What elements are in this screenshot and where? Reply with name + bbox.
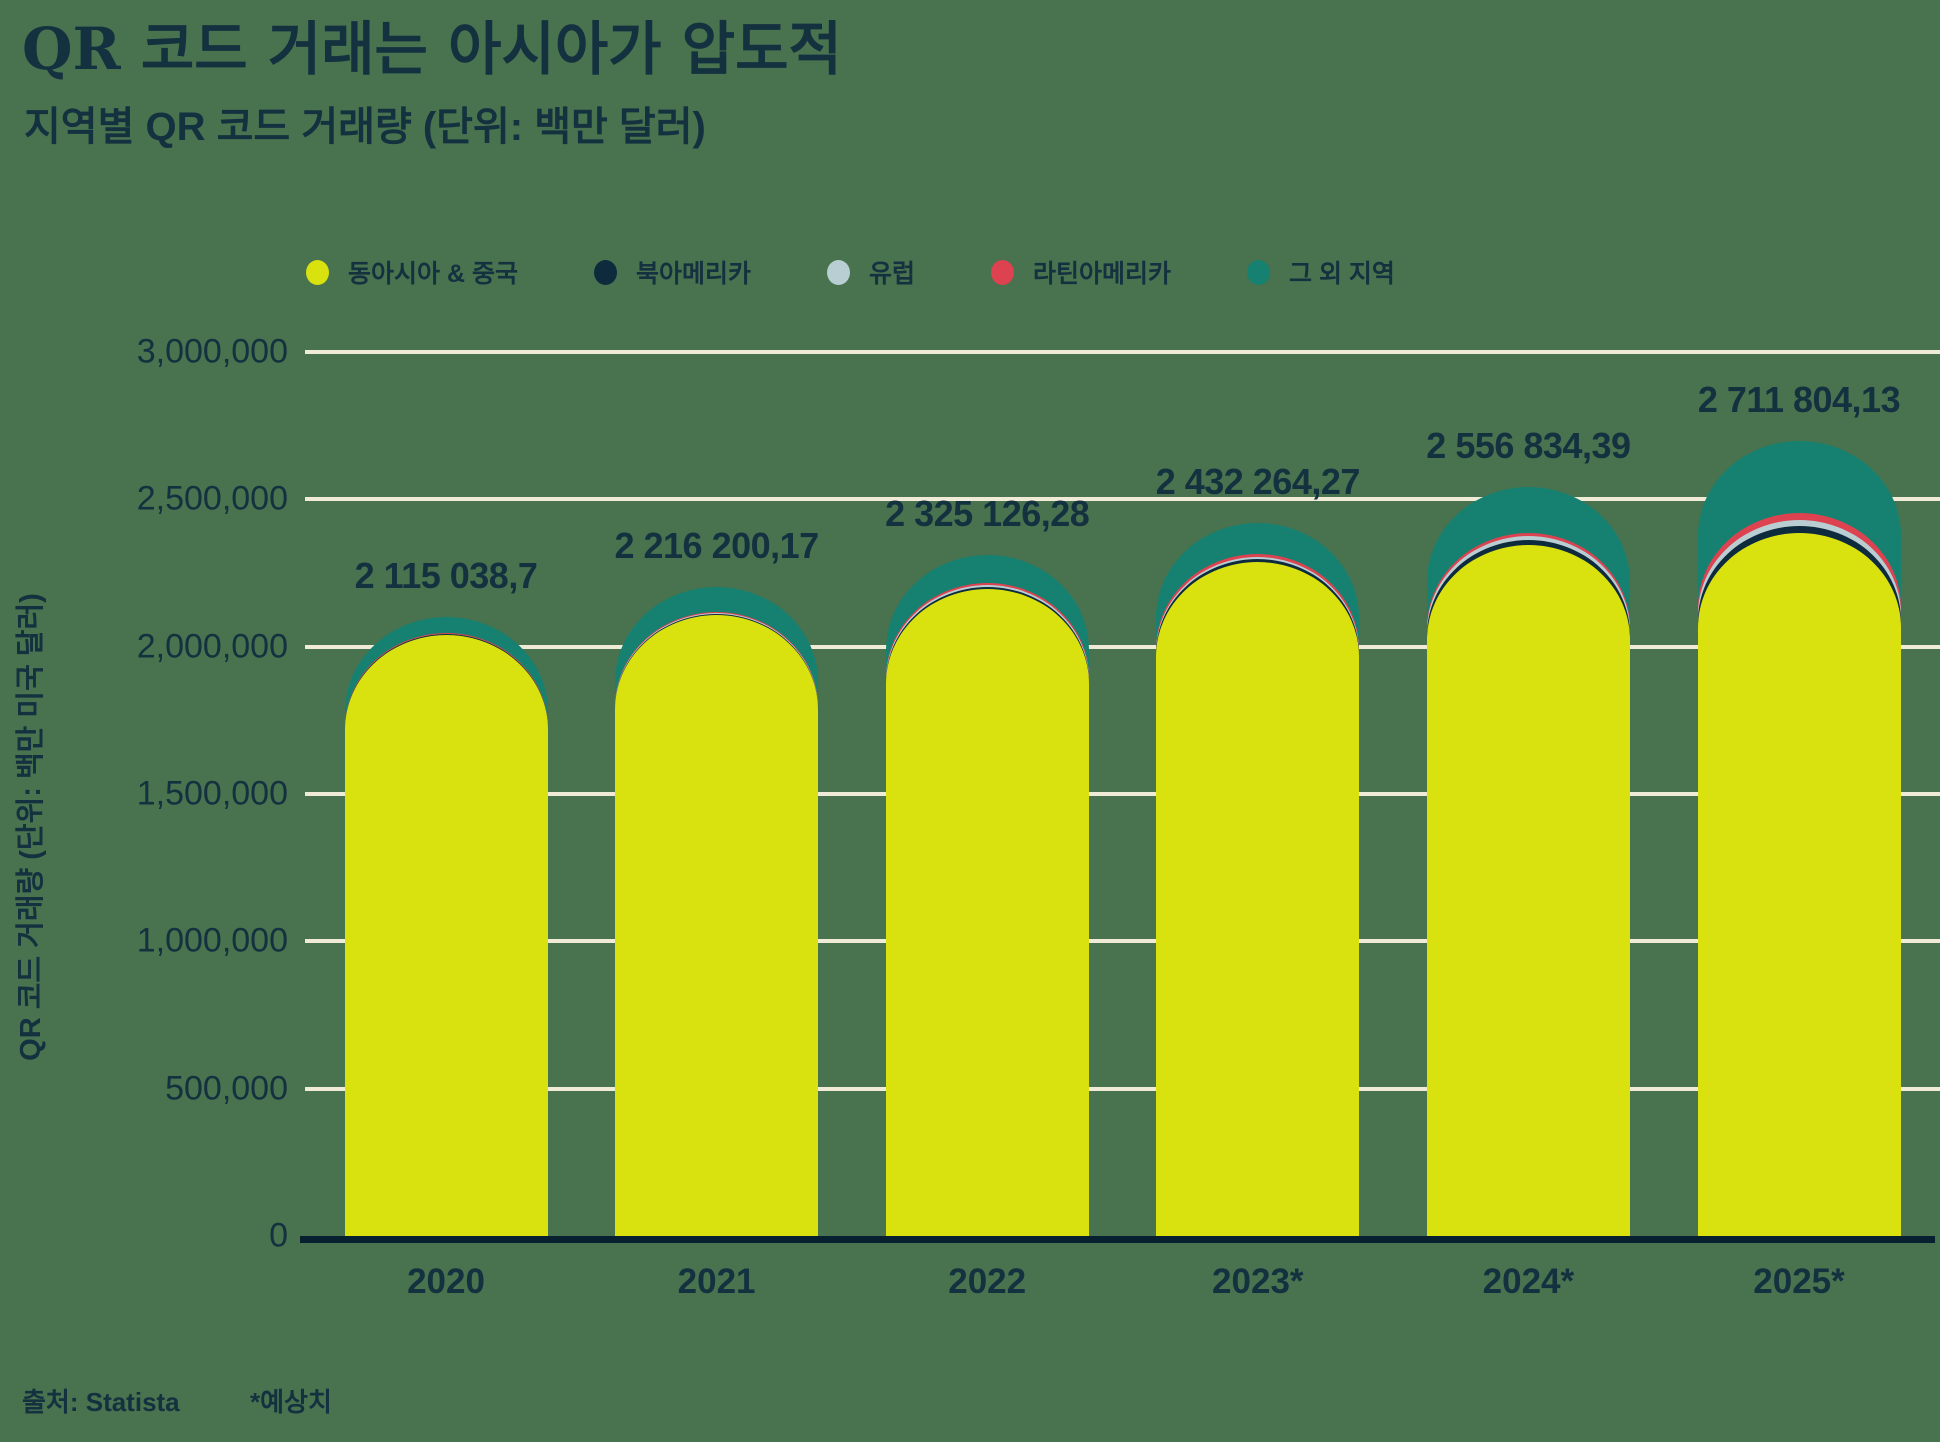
bar-2025 [1697,440,1901,1240]
gridline-3000000 [305,350,1940,354]
total-label-2020: 2 115 038,7 [354,554,538,596]
footer-source: 출처: Statista [22,1387,180,1417]
legend-label-europe: 유럽 [868,260,915,288]
bar-segment-2020-east-asia-china [344,635,548,1240]
bar-2022 [885,554,1089,1240]
gridline-500000 [305,1086,1940,1091]
x-tick-2025: 2025* [1753,1262,1845,1301]
x-axis-line [300,1236,1935,1243]
x-tick-2022: 2022 [948,1262,1027,1301]
page-subtitle: 지역별 QR 코드 거래량 (단위: 백만 달러) [24,105,706,149]
total-label-2022: 2 325 126,28 [885,492,1090,534]
x-tick-2023: 2023* [1212,1262,1304,1301]
y-tick-2500000: 2,500,000 [136,479,288,518]
bar-segment-2021-east-asia-china [615,615,819,1240]
bar-2024 [1426,486,1630,1240]
x-tick-2021: 2021 [677,1262,756,1301]
legend-dot-east-asia-china [306,259,329,285]
bar-2020 [344,616,548,1240]
gridline-1500000 [305,792,1940,796]
total-label-2025: 2 711 804,13 [1697,378,1901,420]
y-tick-2000000: 2,000,000 [136,627,288,666]
legend-item-latin-america: 라틴아메리카 [990,254,1171,290]
legend-label-other-regions: 그 외 지역 [1289,260,1395,288]
y-tick-1500000: 1,500,000 [136,774,288,813]
legend-item-other-regions: 그 외 지역 [1247,254,1395,290]
page-title: QR 코드 거래는 아시아가 압도적 [22,15,842,83]
legend-item-north-america: 북아메리카 [593,254,751,290]
gridline-2500000 [305,497,1940,502]
legend-dot-europe [826,259,850,285]
legend-label-east-asia-china: 동아시아 & 중국 [348,260,518,288]
legend-label-north-america: 북아메리카 [635,260,751,288]
y-axis-title: QR 코드 거래량 (단위: 백만 미국 달러) [15,593,47,1061]
x-tick-2024: 2024* [1482,1262,1575,1301]
footer-estimate-note: *예상치 [250,1387,332,1417]
legend-dot-north-america [593,259,617,285]
legend-dot-latin-america [990,259,1014,285]
legend-label-latin-america: 라틴아메리카 [1032,260,1171,288]
y-tick-1000000: 1,000,000 [136,921,288,960]
y-tick-500000: 500,000 [165,1069,288,1108]
gridline-1000000 [305,939,1940,944]
bar-segment-2024-east-asia-china [1426,544,1630,1240]
total-label-2024: 2 556 834,39 [1426,424,1631,466]
legend-item-europe: 유럽 [826,254,915,290]
total-label-2023: 2 432 264,27 [1155,461,1361,503]
bar-segment-2025-east-asia-china [1697,532,1901,1240]
x-tick-2020: 2020 [407,1262,485,1301]
y-tick-0: 0 [269,1216,288,1255]
bar-segment-2022-east-asia-china [885,588,1089,1240]
bar-2023 [1156,523,1360,1240]
bar-segment-2023-east-asia-china [1156,562,1360,1240]
bar-2021 [615,586,819,1240]
legend-dot-other-regions [1247,259,1270,285]
total-label-2021: 2 216 200,17 [614,524,819,566]
legend-item-east-asia-china: 동아시아 & 중국 [306,254,518,290]
y-tick-3000000: 3,000,000 [136,332,288,371]
legend: 동아시아 & 중국 북아메리카 유럽 라틴아메리카 그 외 지역 [306,254,1395,290]
gridline-2000000 [305,644,1940,649]
